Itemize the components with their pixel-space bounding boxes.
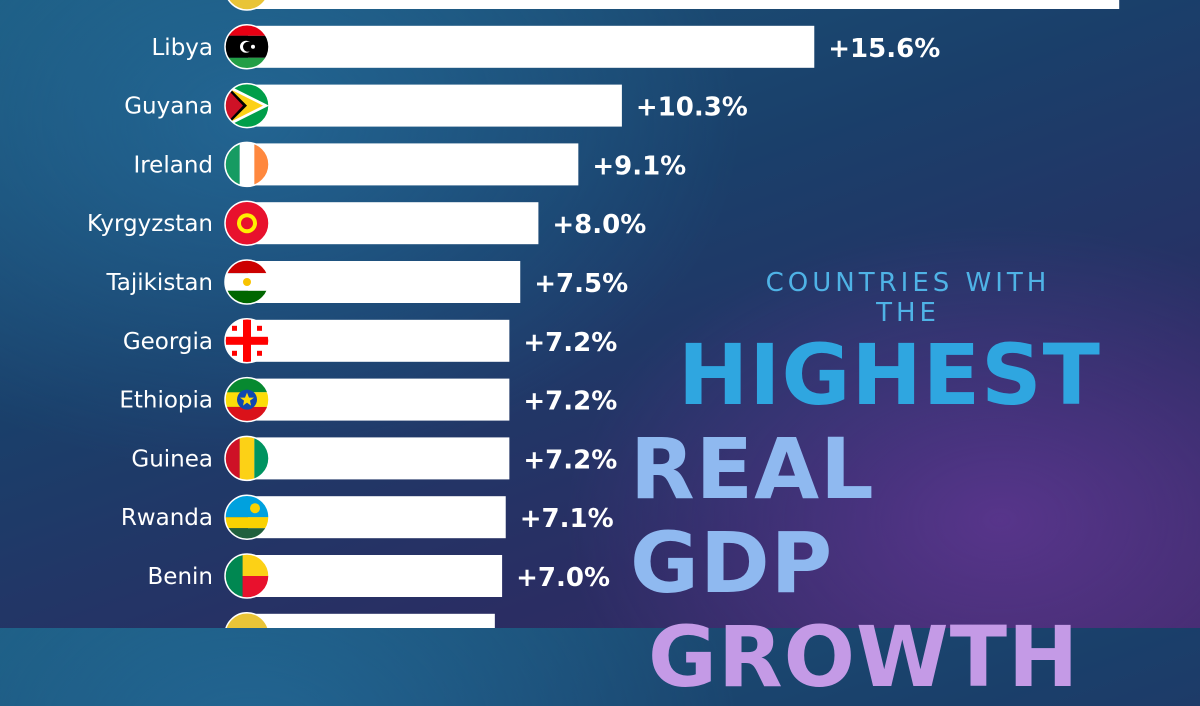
category-label: Guyana <box>124 94 213 120</box>
flag-ring <box>224 200 270 246</box>
value-label: +7.1% <box>520 504 614 534</box>
flag-ring <box>224 259 270 305</box>
bar <box>248 555 503 597</box>
category-label: Tajikistan <box>106 270 214 296</box>
category-label: Kyrgyzstan <box>87 211 213 237</box>
rwanda-flag-icon <box>225 495 269 540</box>
category-label: Georgia <box>123 329 213 355</box>
flag-icon <box>225 612 269 628</box>
value-label: +7.0% <box>516 563 610 593</box>
title-line-3: GROWTH <box>648 608 1080 706</box>
category-label: Guinea <box>131 446 213 472</box>
value-label: +8.0% <box>552 210 646 240</box>
flag-ring <box>227 0 267 11</box>
flag-ring <box>224 553 270 599</box>
bar <box>248 143 579 186</box>
bar-chart: Libya +15.6% Guyana +10.3% Ireland +9.1% Kyrgy… <box>87 0 1120 628</box>
bar <box>248 437 510 480</box>
category-label: Ireland <box>133 152 213 178</box>
chart-title: COUNTRIES WITH THE HIGHEST REAL GDP GROW… <box>618 268 1101 706</box>
kyrgyzstan-flag-icon <box>225 201 269 246</box>
bar <box>248 378 510 421</box>
bar <box>248 84 622 127</box>
flag-icon <box>225 0 269 10</box>
value-label: +7.2% <box>523 387 617 417</box>
bar <box>248 202 539 245</box>
flag-ring <box>224 24 270 70</box>
flag-ring <box>224 82 270 129</box>
flag-ring <box>224 141 270 188</box>
bar <box>248 261 521 303</box>
flag-ring <box>224 494 270 540</box>
title-line-2: REAL GDP <box>630 420 875 612</box>
category-label: Rwanda <box>121 505 213 531</box>
flag-ring <box>224 318 270 364</box>
category-label: Libya <box>151 35 213 61</box>
value-label: +10.3% <box>636 93 748 123</box>
flag-ring <box>225 612 269 628</box>
title-kicker: COUNTRIES WITH THE <box>765 268 1051 328</box>
bar <box>248 613 495 628</box>
value-label: +7.2% <box>523 445 617 475</box>
bar <box>248 0 1120 9</box>
flag-ring <box>224 435 270 482</box>
value-label: +7.2% <box>523 328 617 358</box>
value-label: +9.1% <box>592 151 686 181</box>
category-label: Benin <box>148 564 213 590</box>
libya-flag-icon <box>225 24 269 69</box>
flag-ring <box>224 376 270 423</box>
bar <box>248 319 510 362</box>
bar <box>248 25 815 68</box>
bar <box>248 496 506 539</box>
title-line-1: HIGHEST <box>678 326 1101 424</box>
guyana-flag-icon <box>225 83 269 128</box>
category-label: Ethiopia <box>119 388 213 414</box>
value-label: +15.6% <box>828 34 940 64</box>
value-label: +7.5% <box>534 269 628 299</box>
georgia-flag-icon <box>225 318 269 363</box>
